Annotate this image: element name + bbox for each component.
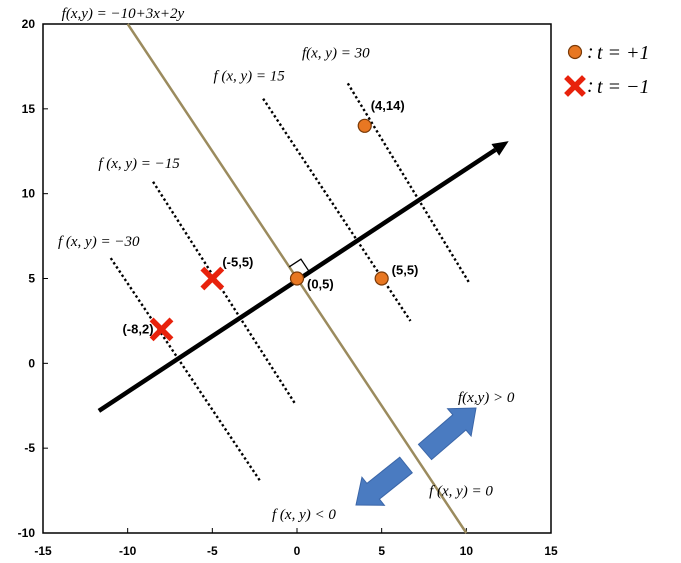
point-label: (4,14) <box>371 98 405 113</box>
normal-vector-arrowhead <box>491 141 509 156</box>
tick-labels: -15 -10 -5 0 5 10 15 -10 -5 0 5 10 15 20 <box>18 17 558 558</box>
legend-positive-label: t = +1 <box>597 42 650 64</box>
contour-label: f (x, y) = 15 <box>213 69 285 85</box>
legend-negative-label: t = −1 <box>597 76 650 98</box>
negative-point-stroke <box>200 266 225 291</box>
y-tick-label: 15 <box>22 102 36 116</box>
contour-label: f(x, y) = 30 <box>302 45 370 61</box>
negative-point-stroke <box>149 317 174 342</box>
negative-region-arrow <box>355 456 413 506</box>
boundary-equation-label: f(x,y) = −10+3x+2y <box>62 6 185 22</box>
y-tick-label: 10 <box>22 187 36 201</box>
axes <box>42 23 552 534</box>
positive-region-label: f(x,y) > 0 <box>458 390 515 406</box>
contour-label: f (x, y) = −15 <box>98 156 180 172</box>
point-label: (5,5) <box>392 263 419 278</box>
positive-region-arrow <box>417 407 477 461</box>
positive-point <box>374 271 389 286</box>
y-tick-label: 0 <box>28 356 35 370</box>
x-tick-label: 15 <box>544 544 558 558</box>
y-tick-label: -10 <box>18 526 36 540</box>
y-tick-label: 5 <box>28 272 35 286</box>
x-tick-label: -5 <box>207 544 218 558</box>
positive-point <box>357 118 372 133</box>
point-label: (-8,2) <box>122 321 153 336</box>
legend-positive-marker <box>567 44 583 60</box>
negative-region-label: f (x, y) < 0 <box>272 507 336 523</box>
legend-negative-marker <box>564 75 586 97</box>
x-tick-label: 0 <box>294 544 301 558</box>
negative-point <box>200 266 225 291</box>
negative-point <box>149 317 174 342</box>
boundary-zero-label: f (x, y) = 0 <box>429 484 493 500</box>
legend-separator: : <box>587 75 594 97</box>
y-tick-label: 20 <box>22 17 36 31</box>
right-angle-marker <box>288 258 310 272</box>
legend-separator: : <box>587 41 594 63</box>
chart-points <box>149 118 389 342</box>
contour-line <box>109 257 261 482</box>
contour-label: f (x, y) = −30 <box>58 234 140 250</box>
y-tick-label: -5 <box>24 441 35 455</box>
x-tick-label: -10 <box>119 544 137 558</box>
point-label: (0,5) <box>307 277 334 292</box>
x-tick-label: 5 <box>378 544 385 558</box>
x-tick-label: 10 <box>460 544 474 558</box>
positive-point <box>289 271 305 286</box>
point-label: (-5,5) <box>222 255 253 270</box>
contour-line <box>346 82 471 285</box>
x-tick-label: -15 <box>34 544 52 558</box>
legend: :t = +1: t = −1 <box>564 41 650 98</box>
chart-annotations: f(x, y) = 30 f (x, y) = 15 f (x, y) = −15 f… <box>58 6 515 523</box>
contour-line <box>152 181 297 405</box>
